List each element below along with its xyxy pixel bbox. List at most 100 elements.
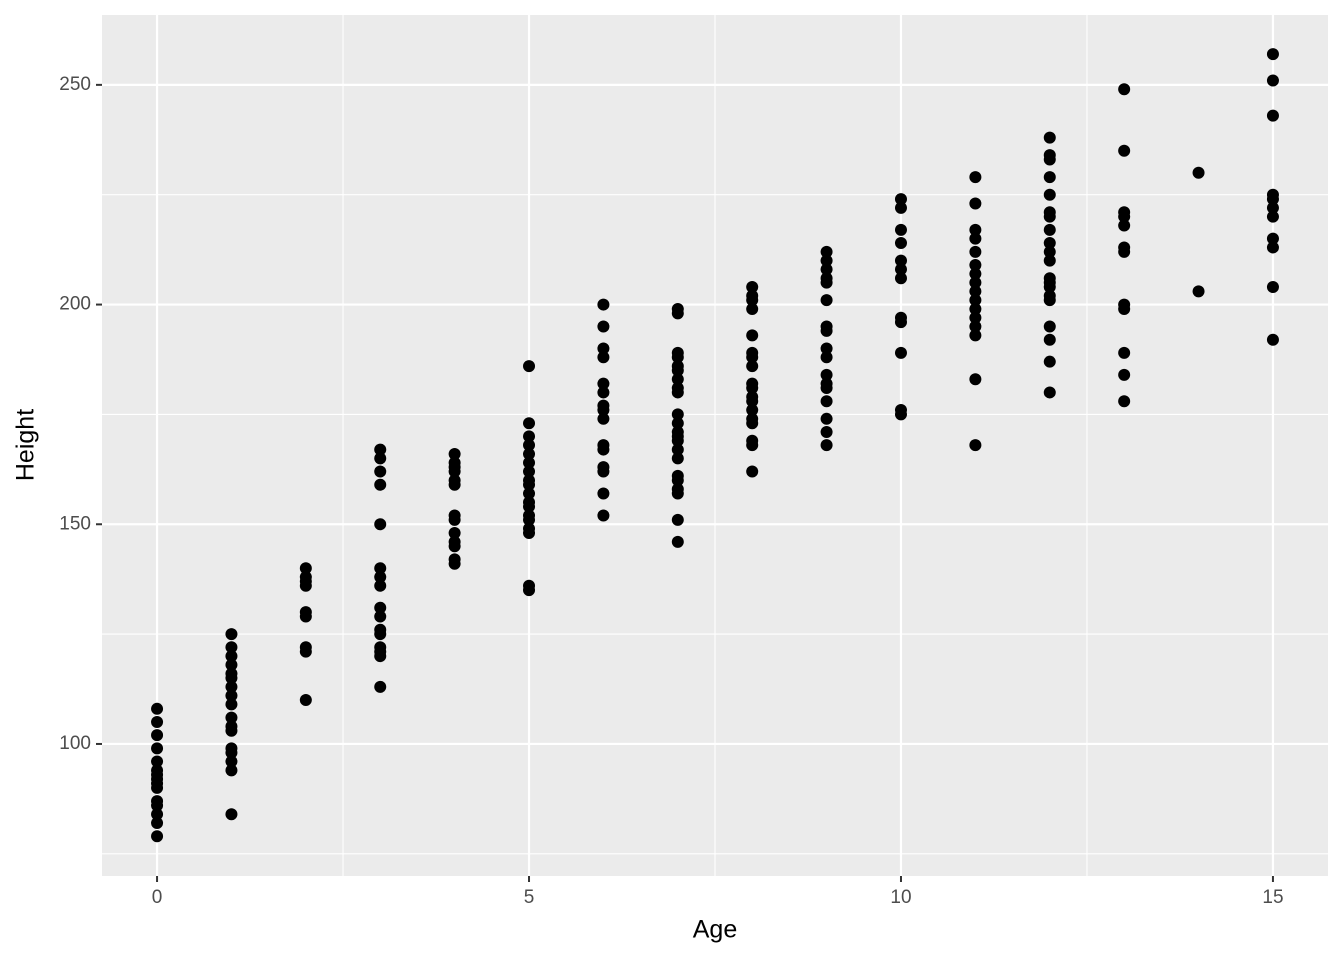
point xyxy=(820,425,833,438)
point xyxy=(746,329,759,342)
point xyxy=(820,368,833,381)
point xyxy=(151,755,164,768)
point xyxy=(523,527,536,540)
point xyxy=(225,680,238,693)
point xyxy=(225,746,238,759)
point xyxy=(523,360,536,373)
point xyxy=(1043,188,1056,201)
point xyxy=(671,487,684,500)
point xyxy=(746,395,759,408)
point xyxy=(374,478,387,491)
point xyxy=(374,601,387,614)
point xyxy=(671,351,684,364)
x-tick-label: 0 xyxy=(152,887,163,908)
point xyxy=(1192,285,1205,298)
point xyxy=(671,434,684,447)
point xyxy=(1118,368,1131,381)
point xyxy=(374,579,387,592)
point xyxy=(746,302,759,315)
point xyxy=(1118,83,1131,96)
point xyxy=(894,254,907,267)
point xyxy=(374,650,387,663)
point xyxy=(969,259,982,272)
point xyxy=(820,439,833,452)
point xyxy=(820,245,833,258)
point xyxy=(597,465,610,478)
point xyxy=(894,346,907,359)
point xyxy=(969,245,982,258)
point xyxy=(969,329,982,342)
point xyxy=(1266,109,1279,122)
point xyxy=(969,294,982,307)
point xyxy=(151,817,164,830)
point xyxy=(299,579,312,592)
point xyxy=(1043,280,1056,293)
y-tick-label: 100 xyxy=(59,733,91,754)
point xyxy=(225,641,238,654)
point xyxy=(746,351,759,364)
point xyxy=(151,808,164,821)
point xyxy=(746,294,759,307)
y-axis-title: Height xyxy=(12,409,40,481)
point xyxy=(1118,346,1131,359)
point xyxy=(523,447,536,460)
grid xyxy=(102,15,1328,876)
point xyxy=(1118,245,1131,258)
point xyxy=(671,535,684,548)
y-tick-label: 250 xyxy=(59,74,91,95)
point xyxy=(523,465,536,478)
point xyxy=(671,408,684,421)
point xyxy=(523,513,536,526)
point xyxy=(225,658,238,671)
point xyxy=(1043,386,1056,399)
point xyxy=(374,680,387,693)
point xyxy=(969,276,982,289)
point xyxy=(1118,210,1131,223)
point xyxy=(1266,193,1279,206)
x-tick-label: 5 xyxy=(524,887,535,908)
point xyxy=(299,645,312,658)
point xyxy=(225,672,238,685)
point xyxy=(597,443,610,456)
point xyxy=(299,694,312,707)
points xyxy=(151,48,1279,843)
point xyxy=(969,232,982,245)
point xyxy=(1266,201,1279,214)
x-tick-label: 15 xyxy=(1262,887,1283,908)
point xyxy=(894,201,907,214)
point xyxy=(969,439,982,452)
point xyxy=(225,711,238,724)
point xyxy=(225,724,238,737)
point xyxy=(448,447,461,460)
point xyxy=(448,540,461,553)
point xyxy=(1266,232,1279,245)
point xyxy=(225,689,238,702)
point xyxy=(1266,333,1279,346)
point xyxy=(894,408,907,421)
point xyxy=(894,237,907,250)
point xyxy=(1266,241,1279,254)
point xyxy=(1043,294,1056,307)
point xyxy=(969,320,982,333)
point xyxy=(448,513,461,526)
point xyxy=(820,395,833,408)
point xyxy=(597,509,610,522)
point xyxy=(969,311,982,324)
point xyxy=(1118,219,1131,232)
point xyxy=(820,342,833,355)
point xyxy=(1043,223,1056,236)
point xyxy=(448,465,461,478)
point xyxy=(1266,74,1279,87)
point xyxy=(374,443,387,456)
point xyxy=(1043,254,1056,267)
point xyxy=(299,610,312,623)
point xyxy=(1043,245,1056,258)
point xyxy=(969,171,982,184)
point xyxy=(151,742,164,755)
point xyxy=(225,628,238,641)
point xyxy=(969,197,982,210)
point xyxy=(374,465,387,478)
point xyxy=(448,557,461,570)
point xyxy=(969,223,982,236)
